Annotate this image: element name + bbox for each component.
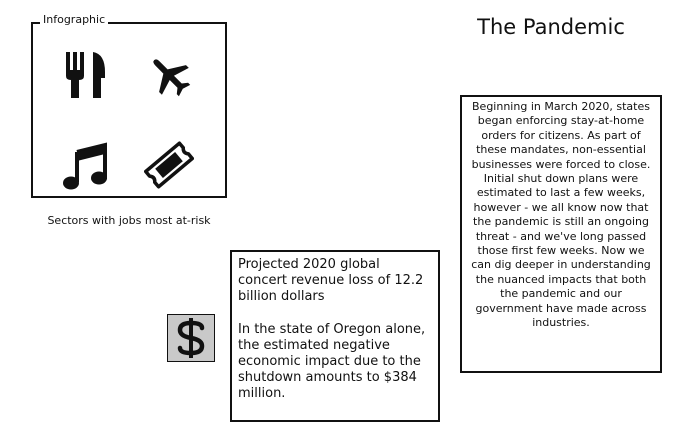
story-text: Beginning in March 2020, states began en… <box>471 100 651 330</box>
dollar-sign-icon <box>177 318 205 358</box>
story-text-box: Beginning in March 2020, states began en… <box>460 95 662 373</box>
infographic-legend: Infographic <box>40 13 109 27</box>
airplane-icon <box>144 50 194 100</box>
infographic-caption: Sectors with jobs most at-risk <box>47 214 211 227</box>
stats-text-box: Projected 2020 global concert revenue lo… <box>230 250 440 422</box>
concert-revenue-text: Projected 2020 global concert revenue lo… <box>238 257 424 305</box>
oregon-impact-text: In the state of Oregon alone, the estima… <box>238 321 426 402</box>
infographic-frame <box>31 22 227 198</box>
utensils-icon <box>60 50 110 100</box>
music-note-icon <box>60 142 110 192</box>
dollar-tile <box>167 314 215 362</box>
page-title: The Pandemic <box>477 15 625 39</box>
ticket-icon <box>144 140 194 190</box>
